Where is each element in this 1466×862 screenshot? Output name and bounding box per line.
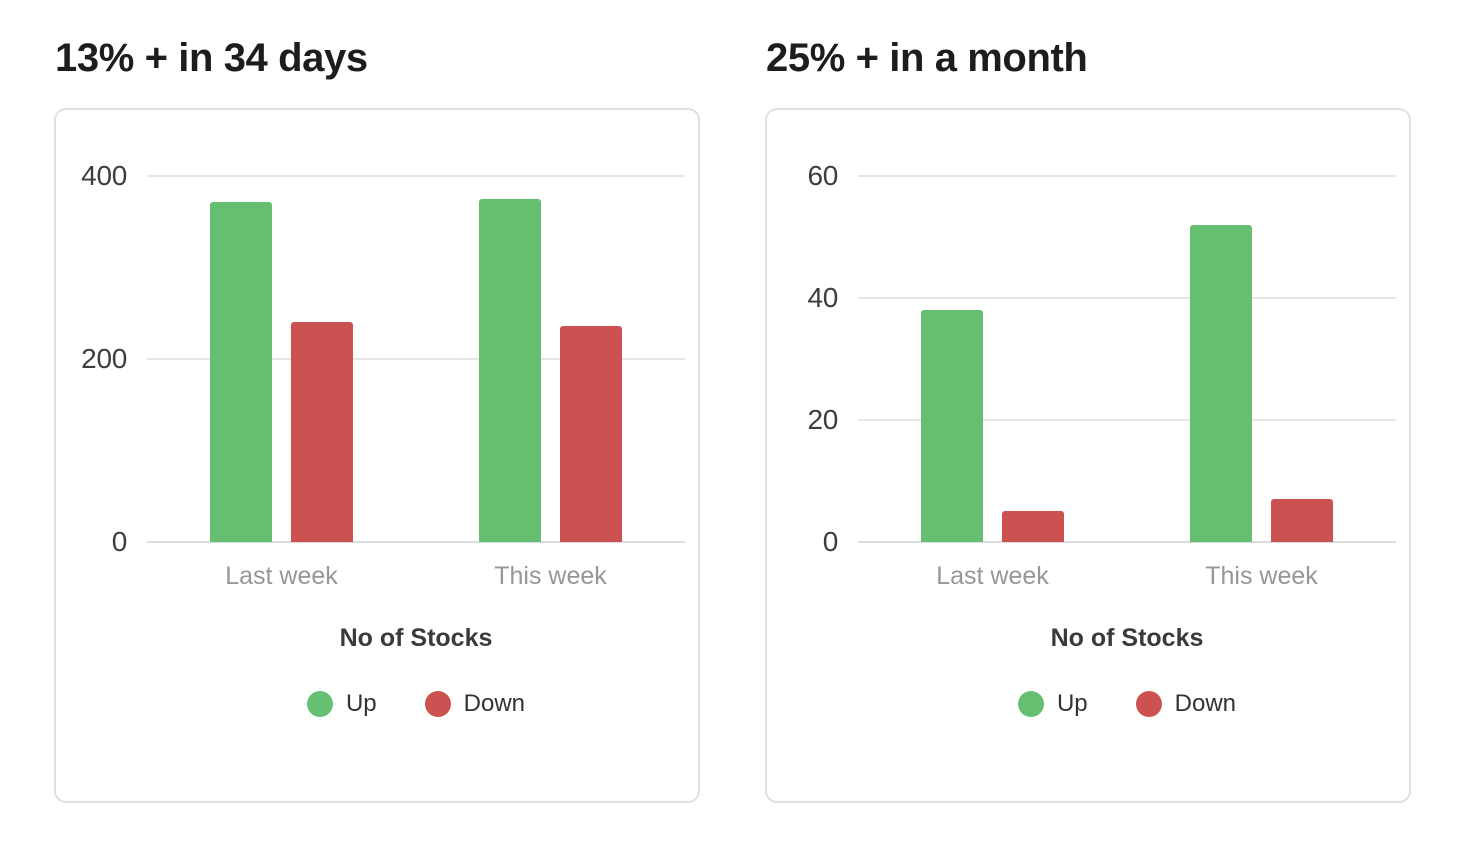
x-axis-title: No of Stocks: [1050, 624, 1204, 652]
y-tick-label: 200: [81, 343, 127, 374]
legend-label: Up: [345, 690, 377, 717]
bar-up: [210, 202, 272, 542]
legend-item-up[interactable]: Up: [1017, 690, 1088, 718]
bar-up: [479, 199, 541, 542]
legend-label: Up: [1056, 690, 1088, 717]
chart-legend: Up Down: [147, 689, 685, 719]
charts-row: 13% + in 34 days 0 200 400 Last week This w…: [54, 34, 1411, 803]
plot-area: [858, 175, 1396, 543]
x-category-label: This week: [494, 562, 607, 590]
legend-dot-up: [306, 691, 333, 717]
y-tick-label: 60: [807, 160, 838, 191]
x-category-label: This week: [1205, 562, 1318, 590]
y-axis-ticks: 0 200 400: [56, 161, 127, 557]
y-tick-label: 400: [81, 160, 127, 191]
chart-title: 25% + in a month: [766, 36, 1088, 80]
y-tick-label: 20: [807, 404, 838, 435]
gridline: [147, 358, 685, 360]
x-axis-title: No of Stocks: [339, 624, 493, 652]
legend-label: Down: [1174, 690, 1237, 717]
legend-dot-up: [1017, 691, 1044, 717]
x-axis-categories: Last week This week: [858, 562, 1396, 594]
chart-legend: Up Down: [858, 689, 1396, 719]
chart-panel-25pct: 25% + in a month 0 20 40 60 Last week This w…: [765, 34, 1411, 803]
legend-label: Down: [463, 690, 526, 717]
y-tick-label: 0: [822, 526, 839, 557]
chart-card: 0 20 40 60 Last week This week No of Stocks …: [765, 108, 1411, 803]
legend-item-down[interactable]: Down: [424, 690, 526, 718]
bar-down: [1002, 511, 1064, 542]
gridline: [858, 175, 1396, 177]
legend-dot-down: [1135, 691, 1162, 717]
bar-down: [291, 322, 353, 542]
x-category-label: Last week: [225, 562, 338, 590]
legend-dot-down: [424, 691, 451, 717]
legend-item-down[interactable]: Down: [1135, 690, 1237, 718]
x-axis-line: [858, 541, 1396, 543]
y-axis-ticks: 0 20 40 60: [767, 161, 838, 557]
gridline: [858, 419, 1396, 421]
plot-area: [147, 175, 685, 543]
y-tick-label: 40: [807, 282, 838, 313]
legend-item-up[interactable]: Up: [306, 690, 377, 718]
bar-up: [921, 310, 983, 542]
x-axis-categories: Last week This week: [147, 562, 685, 594]
gridline: [147, 175, 685, 177]
bar-up: [1190, 225, 1252, 542]
chart-title: 13% + in 34 days: [55, 36, 368, 80]
x-axis-line: [147, 541, 685, 543]
y-tick-label: 0: [111, 526, 128, 557]
bar-down: [1271, 499, 1333, 542]
bar-down: [560, 326, 622, 542]
chart-panel-13pct: 13% + in 34 days 0 200 400 Last week This w…: [54, 34, 700, 803]
gridline: [858, 297, 1396, 299]
x-category-label: Last week: [936, 562, 1049, 590]
chart-card: 0 200 400 Last week This week No of Stocks …: [54, 108, 700, 803]
